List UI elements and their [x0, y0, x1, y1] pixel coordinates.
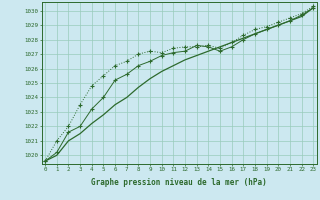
X-axis label: Graphe pression niveau de la mer (hPa): Graphe pression niveau de la mer (hPa)	[91, 178, 267, 187]
